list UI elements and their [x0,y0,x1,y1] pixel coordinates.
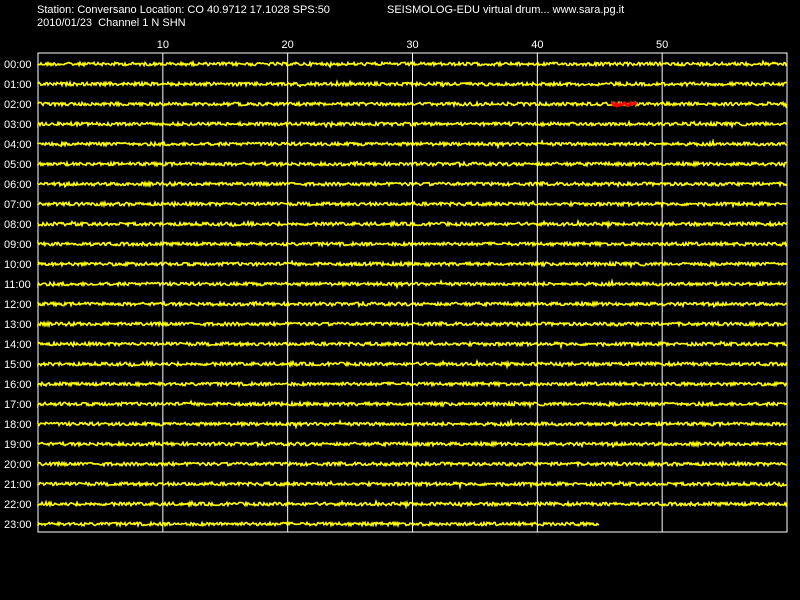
seismic-trace [37,498,788,510]
hour-row-label: 08:00 [4,219,32,231]
seismic-trace [37,520,600,528]
hour-row-label: 02:00 [4,99,32,111]
date-channel-text: 2010/01/23 Channel 1 N SHN [37,17,186,29]
hour-row-label: 05:00 [4,159,32,171]
hour-row-label: 18:00 [4,419,32,431]
seismic-trace [37,218,788,230]
hour-row-label: 23:00 [4,519,32,531]
hour-row-label: 12:00 [4,299,32,311]
seismic-trace [37,179,788,189]
hour-row-label: 10:00 [4,259,32,271]
seismic-trace [37,339,788,351]
seismic-trace [37,399,788,410]
seismic-trace [37,199,788,211]
hour-row-label: 13:00 [4,319,32,331]
hour-row-label: 15:00 [4,359,32,371]
hour-row-label: 21:00 [4,479,32,491]
seismic-trace [37,418,788,430]
hour-row-label: 04:00 [4,139,32,151]
hour-row-label: 14:00 [4,339,32,351]
hour-row-label: 16:00 [4,379,32,391]
seismic-trace [37,79,788,89]
seismic-trace [37,100,788,109]
x-tick-label: 40 [531,39,543,51]
seismic-trace [37,380,788,388]
seismic-trace [37,319,788,329]
hour-row-label: 06:00 [4,179,32,191]
hour-row-label: 20:00 [4,459,32,471]
x-tick-label: 10 [157,39,169,51]
seismic-trace [37,439,788,449]
seismic-trace [37,460,788,469]
seismic-trace [37,278,788,290]
station-info-text: Station: Conversano Location: CO 40.9712… [37,4,330,16]
seismic-trace [37,300,788,309]
seismic-trace [37,239,788,248]
event-trace [611,100,638,108]
seismic-trace [37,138,788,150]
hour-row-label: 03:00 [4,119,32,131]
hour-row-label: 00:00 [4,59,32,71]
hour-row-label: 07:00 [4,199,32,211]
brand-text: SEISMOLOG-EDU virtual drum... www.sara.p… [387,4,625,16]
hour-row-label: 09:00 [4,239,32,251]
x-tick-label: 50 [656,39,668,51]
seismic-trace [37,119,788,130]
x-tick-label: 20 [282,39,294,51]
x-tick-label: 30 [406,39,418,51]
hour-row-label: 11:00 [4,279,31,291]
seismic-trace [37,59,788,69]
hour-row-label: 19:00 [4,439,32,451]
hour-row-label: 17:00 [4,399,32,411]
seismic-trace [37,479,788,491]
seismic-trace [37,358,788,370]
seismic-trace [37,259,788,270]
seismic-trace [37,160,788,169]
hour-row-label: 22:00 [4,499,32,511]
hour-row-label: 01:00 [4,79,32,91]
